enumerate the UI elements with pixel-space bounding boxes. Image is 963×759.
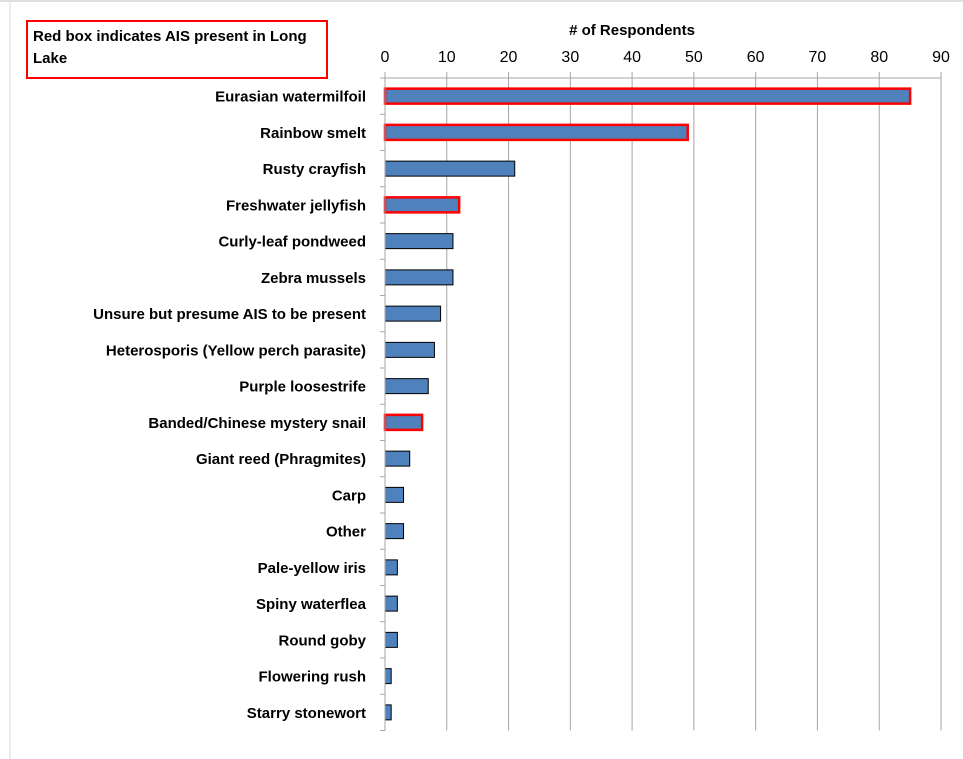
category-label: Banded/Chinese mystery snail (148, 415, 366, 432)
x-tick-labels: 0 10 20 30 40 50 60 70 80 90 (381, 49, 950, 66)
category-label: Giant reed (Phragmites) (196, 451, 366, 468)
category-labels: Eurasian watermilfoil Rainbow smelt Rusty … (93, 89, 366, 722)
bar (384, 305, 442, 322)
x-tick-label: 90 (932, 49, 950, 66)
x-tick-label: 50 (685, 49, 703, 66)
x-tick-label: 70 (809, 49, 827, 66)
category-label: Flowering rush (258, 669, 366, 686)
category-label: Pale-yellow iris (258, 560, 366, 577)
bar (383, 413, 424, 432)
bar (384, 559, 398, 576)
category-label: Carp (332, 487, 366, 504)
gridlines (384, 72, 942, 731)
category-label: Other (326, 524, 366, 541)
bar (383, 87, 912, 105)
bar (384, 450, 411, 467)
bar (383, 196, 461, 214)
bar (384, 523, 405, 540)
x-tick-label: 0 (381, 49, 390, 66)
annotation-holder: Red box indicates AIS present in Long La… (33, 28, 307, 67)
category-label: Rusty crayfish (263, 161, 366, 178)
bar (384, 668, 392, 685)
category-label: Starry stonewort (247, 705, 366, 722)
annotation-box (26, 20, 328, 79)
bar (383, 123, 689, 142)
bar (384, 486, 405, 503)
bar (384, 233, 454, 250)
x-tick-label: 30 (561, 49, 579, 66)
category-label: Zebra mussels (261, 270, 366, 287)
bars (383, 87, 912, 721)
bar (384, 160, 516, 177)
x-tick-label: 60 (747, 49, 765, 66)
bar (384, 631, 398, 648)
bar (384, 595, 398, 612)
bar (384, 341, 435, 358)
category-label: Freshwater jellyfish (226, 197, 366, 214)
x-tick-label: 80 (870, 49, 888, 66)
x-axis-title: # of Respondents (569, 22, 695, 39)
category-label: Rainbow smelt (260, 125, 366, 142)
category-label: Curly-leaf pondweed (218, 234, 366, 251)
y-axis (380, 77, 941, 731)
annotation-text: Red box indicates AIS present in Long La… (33, 28, 307, 67)
bar (384, 269, 454, 286)
bar (384, 378, 429, 395)
category-label: Eurasian watermilfoil (215, 89, 366, 106)
category-label: Unsure but presume AIS to be present (93, 306, 366, 323)
category-label: Heterosporis (Yellow perch parasite) (106, 342, 366, 359)
x-tick-label: 10 (438, 49, 456, 66)
category-label: Purple loosestrife (239, 379, 366, 396)
category-label: Spiny waterflea (256, 596, 367, 613)
bar (384, 704, 392, 721)
x-tick-label: 40 (623, 49, 641, 66)
category-label: Round goby (279, 632, 367, 649)
x-tick-label: 20 (500, 49, 518, 66)
